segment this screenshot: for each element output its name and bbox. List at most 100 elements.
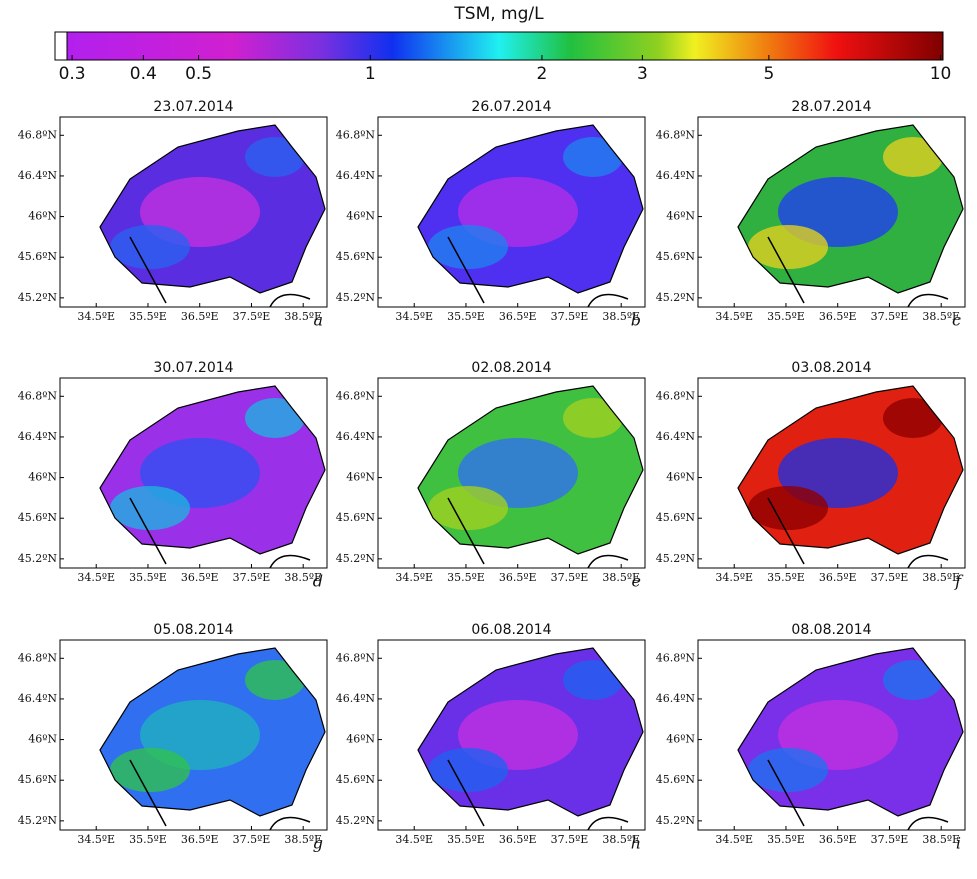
x-tick-label: 35.5ºE [447, 571, 485, 584]
map-panel: 34.5ºE 35.5ºE 36.5ºE 37.5ºE 38.5ºE 45.2ºN 45.6… [656, 360, 966, 591]
x-tick-label: 37.5ºE [551, 310, 589, 323]
y-tick-label: 46.4ºN [336, 169, 376, 182]
y-tick-label: 45.6ºN [336, 250, 376, 263]
x-tick-label: 34.5ºE [715, 833, 753, 846]
panel-title: 03.08.2014 [791, 360, 871, 376]
colorbar-tick-label: 3 [637, 64, 648, 84]
coastline [767, 497, 949, 569]
y-tick-label: 45.2ºN [336, 552, 376, 565]
x-tick-label: 36.5ºE [181, 310, 219, 323]
y-tick-label: 46ºN [346, 733, 375, 746]
sea-patch [245, 398, 305, 438]
sea-patch [883, 398, 943, 438]
y-tick-label: 46.8ºN [336, 389, 376, 402]
y-tick-label: 46.4ºN [656, 692, 696, 705]
y-tick-label: 46.4ºN [18, 692, 58, 705]
y-tick-label: 46ºN [346, 471, 375, 484]
map-frame [377, 377, 646, 569]
y-tick-label: 46.4ºN [336, 430, 376, 443]
sea-patch [883, 137, 943, 177]
panel-letter: c [952, 311, 961, 330]
x-tick-label: 35.5ºE [129, 833, 167, 846]
x-tick-label: 35.5ºE [447, 310, 485, 323]
y-tick-label: 45.2ºN [656, 291, 696, 304]
sea-patch [563, 398, 623, 438]
map-panel: 34.5ºE 35.5ºE 36.5ºE 37.5ºE 38.5ºE 45.2ºN 45.6… [18, 360, 328, 591]
panel-title: 05.08.2014 [153, 622, 233, 638]
x-tick-label: 36.5ºE [819, 310, 857, 323]
y-tick-label: 46.4ºN [656, 430, 696, 443]
y-tick-label: 46.8ºN [18, 651, 58, 664]
colorbar-tick-label: 0.4 [130, 64, 157, 84]
coastline [99, 647, 326, 817]
x-tick-label: 34.5ºE [395, 833, 433, 846]
coastline [129, 236, 311, 308]
map-frame [697, 116, 966, 308]
sea-field [738, 648, 963, 816]
map-frame [697, 639, 966, 831]
y-tick-label: 45.2ºN [18, 552, 58, 565]
y-tick-label: 46.8ºN [656, 128, 696, 141]
map-frame [59, 639, 328, 831]
y-tick-label: 45.6ºN [656, 250, 696, 263]
map-panel: 34.5ºE 35.5ºE 36.5ºE 37.5ºE 38.5ºE 45.2ºN 45.6… [336, 622, 646, 853]
panel-letter: g [313, 834, 323, 853]
sea-patch [563, 137, 623, 177]
x-tick-label: 35.5ºE [447, 833, 485, 846]
x-tick-label: 38.5ºE [922, 571, 960, 584]
sea-patch [110, 486, 190, 530]
x-tick-label: 38.5ºE [922, 833, 960, 846]
y-tick-label: 45.2ºN [656, 552, 696, 565]
sea-field [418, 125, 643, 293]
coastline [447, 236, 629, 308]
x-tick-label: 37.5ºE [551, 833, 589, 846]
coastline [99, 385, 326, 555]
y-tick-label: 46ºN [666, 733, 695, 746]
y-tick-label: 46ºN [28, 733, 57, 746]
sea-field [100, 386, 325, 554]
x-tick-label: 37.5ºE [233, 571, 271, 584]
x-tick-label: 38.5ºE [284, 833, 322, 846]
coastline [129, 497, 311, 569]
x-tick-label: 34.5ºE [715, 571, 753, 584]
x-tick-label: 37.5ºE [871, 310, 909, 323]
colorbar-tick-label: 5 [763, 64, 774, 84]
y-tick-label: 46.4ºN [18, 169, 58, 182]
x-tick-label: 36.5ºE [499, 833, 537, 846]
map-panel: 34.5ºE 35.5ºE 36.5ºE 37.5ºE 38.5ºE 45.2ºN 45.6… [18, 99, 328, 330]
x-tick-label: 34.5ºE [715, 310, 753, 323]
x-tick-label: 35.5ºE [129, 310, 167, 323]
map-panel: 34.5ºE 35.5ºE 36.5ºE 37.5ºE 38.5ºE 45.2ºN 45.6… [656, 622, 966, 853]
y-tick-label: 45.2ºN [336, 291, 376, 304]
y-tick-label: 46ºN [666, 471, 695, 484]
panel-letter: d [313, 572, 323, 591]
y-tick-label: 45.6ºN [656, 511, 696, 524]
x-tick-label: 36.5ºE [499, 310, 537, 323]
x-tick-label: 36.5ºE [181, 571, 219, 584]
sea-patch [110, 748, 190, 792]
coastline [737, 124, 964, 294]
coastline [417, 124, 644, 294]
panel-title: 06.08.2014 [471, 622, 551, 638]
x-tick-label: 36.5ºE [819, 833, 857, 846]
sea-patch [110, 225, 190, 269]
coastline [767, 759, 949, 831]
sea-field [100, 648, 325, 816]
coastline [417, 385, 644, 555]
x-tick-label: 34.5ºE [77, 310, 115, 323]
sea-patch [748, 748, 828, 792]
x-tick-label: 35.5ºE [767, 310, 805, 323]
y-tick-label: 45.2ºN [336, 814, 376, 827]
map-frame [377, 116, 646, 308]
x-tick-label: 34.5ºE [77, 571, 115, 584]
map-frame [59, 377, 328, 569]
x-tick-label: 35.5ºE [129, 571, 167, 584]
y-tick-label: 46.8ºN [18, 128, 58, 141]
y-tick-label: 45.2ºN [18, 814, 58, 827]
sea-field [418, 386, 643, 554]
panel-letter: i [956, 834, 961, 853]
y-tick-label: 46ºN [28, 471, 57, 484]
sea-field [738, 125, 963, 293]
y-tick-label: 46.8ºN [18, 389, 58, 402]
map-panel: 34.5ºE 35.5ºE 36.5ºE 37.5ºE 38.5ºE 45.2ºN 45.6… [336, 99, 646, 330]
